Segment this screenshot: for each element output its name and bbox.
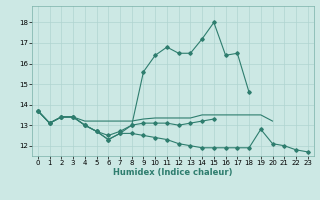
X-axis label: Humidex (Indice chaleur): Humidex (Indice chaleur) bbox=[113, 168, 233, 177]
